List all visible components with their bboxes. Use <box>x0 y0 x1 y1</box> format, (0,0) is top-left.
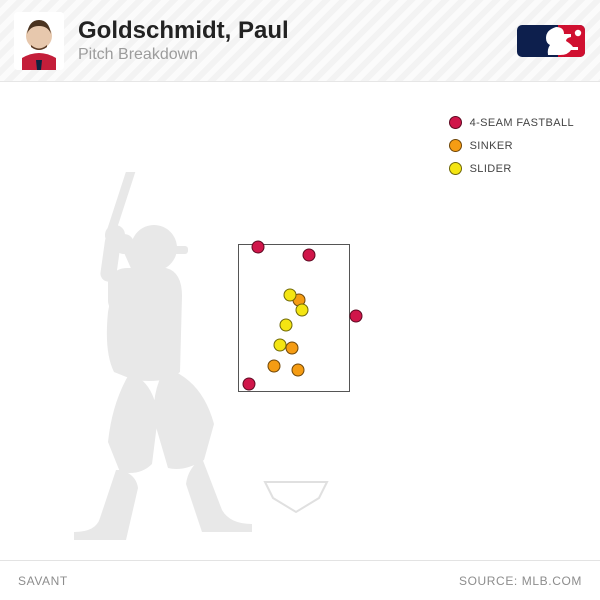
legend-label: SINKER <box>470 140 513 152</box>
pitch-marker <box>284 289 297 302</box>
footer: SAVANT SOURCE: MLB.COM <box>0 560 600 600</box>
pitch-marker <box>350 310 363 323</box>
footer-right: SOURCE: MLB.COM <box>459 574 582 588</box>
pitch-marker <box>296 304 309 317</box>
legend-label: 4-SEAM FASTBALL <box>470 117 574 129</box>
legend-dot-icon <box>449 116 462 129</box>
player-name: Goldschmidt, Paul <box>78 17 502 45</box>
legend-dot-icon <box>449 162 462 175</box>
legend-label: SLIDER <box>470 163 512 175</box>
legend-dot-icon <box>449 139 462 152</box>
footer-left: SAVANT <box>18 574 68 588</box>
pitch-breakdown-card: Goldschmidt, Paul Pitch Breakdown <box>0 0 600 600</box>
home-plate-icon <box>261 480 331 519</box>
legend-item: SLIDER <box>449 162 574 175</box>
legend: 4-SEAM FASTBALL SINKER SLIDER <box>449 116 574 185</box>
pitch-marker <box>268 360 281 373</box>
pitch-marker <box>280 319 293 332</box>
pitch-marker <box>243 378 256 391</box>
pitch-marker <box>286 342 299 355</box>
pitch-marker <box>252 241 265 254</box>
legend-item: SINKER <box>449 139 574 152</box>
pitch-chart: 4-SEAM FASTBALL SINKER SLIDER <box>0 82 600 560</box>
pitch-marker <box>303 249 316 262</box>
header: Goldschmidt, Paul Pitch Breakdown <box>0 0 600 82</box>
legend-item: 4-SEAM FASTBALL <box>449 116 574 129</box>
pitch-marker <box>274 339 287 352</box>
header-titles: Goldschmidt, Paul Pitch Breakdown <box>78 17 502 65</box>
mlb-logo-icon <box>516 21 586 61</box>
chart-subtitle: Pitch Breakdown <box>78 46 502 64</box>
pitch-marker <box>292 364 305 377</box>
player-headshot <box>14 12 64 70</box>
